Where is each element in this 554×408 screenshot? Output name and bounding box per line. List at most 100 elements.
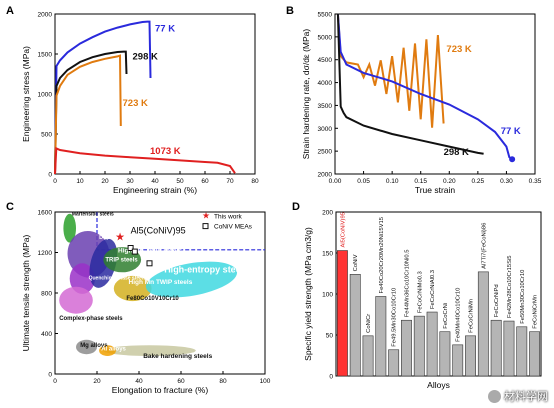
series-label: 723 K [123,98,148,109]
bar-category-label: FeCoCrNiPd [494,284,500,317]
y-tick-label: 1000 [38,92,53,99]
x-tick-label: 40 [151,178,159,185]
bar-category-label: CoNiV [353,254,359,271]
x-tick-label: 0.10 [386,178,399,185]
series-label: 298 K [444,147,469,158]
bar [490,319,502,377]
panel-b-chart: 0.00 0.05 0.10 0.15 0.20 0.25 0.30 0.35 2000 2500… [286,5,542,195]
y-axis-label: Engineering stress (MPa) [21,46,31,142]
conivmea-square-marker [146,260,153,267]
this-work-star-marker: ★ [115,231,125,243]
watermark-text: 材料学网 [504,390,548,403]
region-label: Complex-phase steels [59,316,123,322]
x-tick-label: 0.00 [329,178,342,185]
bar-category-label: Fe49.5Mn30Co10Cr10 [392,288,398,347]
x-tick-label: 0.30 [500,178,513,185]
region-label: Al alloys [101,347,126,353]
y-tick-label: 2000 [38,12,53,19]
bar-this-work [336,250,348,377]
bar-category-label: FeCoNiCrMn [533,295,539,329]
x-axis-label: Elongation to fracture (%) [112,385,209,395]
x-tick-label: 0.25 [472,178,485,185]
panel-a-chart: 0 10 20 30 40 50 60 70 80 0 500 1000 1500 2000 Enginee… [6,5,259,195]
x-tick-label: 10 [76,178,84,185]
legend-star-icon: ★ [202,211,210,221]
bar-category-label: Fe42Mn28Co10Cr15Si5 [507,256,513,319]
bar-category-label: FeCoCrNiAl0.3 [430,270,436,309]
property-region [99,345,116,356]
bar-category-label: FeCoCrNiMn [469,299,475,333]
x-tick-label: 50 [176,178,184,185]
series-line-298k [336,13,484,155]
series-line-723k [336,13,445,128]
region-label: TRIP steels [105,258,138,264]
series-label: 77 K [501,126,521,137]
y-axis-label: Strain hardening rate, dσ/dε (MPa) [301,29,311,160]
bar [465,335,476,377]
series-line-1073k [54,146,236,175]
series-line-77k [54,20,152,175]
bar [477,271,489,377]
x-tick-label: 100 [260,378,271,385]
region-label: Bake hardening steels [143,353,212,360]
region-label: Mg alloys [80,343,108,349]
y-tick-label: 200 [322,210,333,217]
y-tick-label: 4500 [318,57,333,64]
series-line-723k [54,54,122,175]
x-tick-label: 20 [101,178,109,185]
panel-d-chart: 0 50 100 150 200 Al5(CoNiV)95 CoNiV CoNiCr Fe40C… [292,201,542,390]
property-region [63,213,76,243]
bar-category-label: Al7Ti7(FeCoNi)86 [481,223,487,269]
region-label: Duplex steels [99,235,134,241]
region-label: Fe80Co10V10Cr10 [126,296,179,302]
y-tick-label: 2000 [318,172,333,179]
series-label: 1073 K [150,146,181,157]
panel-label: C [6,201,14,213]
region-label: Quenching phase steels [89,276,147,282]
region-label: High Mn TWIP steels [118,248,182,255]
panel-label: B [286,5,294,17]
x-tick-label: 30 [126,178,134,185]
region-label: Martensitic steels [72,212,114,218]
y-tick-label: 1200 [38,250,53,257]
bar-category-label: Fe50Mn30Co10Cr10 [520,270,526,324]
property-region [59,286,93,314]
series-label: 298 K [133,52,158,63]
legend-label: This work [214,214,243,221]
property-region [103,247,142,273]
bar-category-label: Al5(CoNiV)95 [340,212,346,247]
property-region [145,261,238,298]
bar [439,331,451,377]
y-tick-label: 50 [326,333,334,340]
bar-category-label: FeCoCrNiMo0.3 [417,271,423,313]
y-tick-label: 3000 [318,126,333,133]
property-region [103,345,196,356]
bar [401,319,412,377]
x-axis-label: True strain [415,185,456,195]
y-tick-label: 3500 [318,103,333,110]
y-tick-label: 400 [41,331,52,338]
y-tick-label: 500 [41,132,52,139]
legend-square-icon [202,223,209,230]
bar [452,344,464,377]
x-tick-label: 0 [53,378,57,385]
panel-label: D [292,201,300,213]
x-tick-label: 70 [226,178,234,185]
y-tick-label: 100 [322,292,333,299]
y-tick-label: 150 [322,251,333,258]
watermark: 材料学网 [488,388,548,404]
region-label: High-entropy steels [164,264,248,274]
y-tick-label: 0 [48,172,52,179]
bar-category-label: CoNiCr [366,314,372,333]
x-tick-label: 80 [251,178,259,185]
bar [362,335,374,377]
bar [413,315,425,377]
bar [426,311,438,377]
highlight-point-label: Al5(CoNiV)95 [131,226,186,236]
x-tick-label: 0 [53,178,57,185]
watermark-logo-icon [488,389,501,403]
y-axis-label: Ultimate tensile strength (MPa) [21,234,31,351]
series-line-77k [336,13,513,161]
series-label: 723 K [446,44,471,55]
plot-frame [334,13,536,175]
